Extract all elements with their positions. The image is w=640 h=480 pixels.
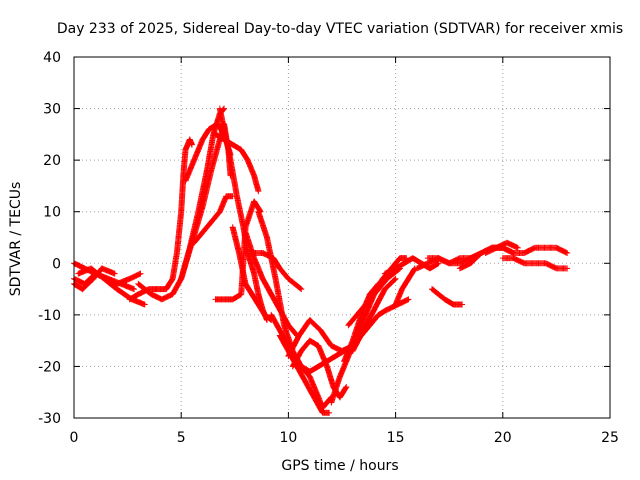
grid: [74, 57, 610, 418]
y-tick-label: 20: [43, 153, 61, 169]
series-track-24: [349, 275, 399, 354]
series-track-13: [229, 224, 275, 324]
x-tick-label: 5: [177, 430, 186, 446]
x-tick-label: 0: [70, 430, 79, 446]
chart-title: Day 233 of 2025, Sidereal Day-to-day VTE…: [57, 21, 623, 37]
y-tick-label: -30: [38, 411, 61, 427]
x-tick-label: 20: [494, 430, 512, 446]
y-axis-label: SDTVAR / TECUs: [8, 182, 24, 297]
series-markers: [349, 275, 399, 354]
data-layer: [71, 105, 571, 416]
series-markers: [229, 224, 275, 324]
series-markers: [429, 286, 466, 308]
y-tick-label: -20: [38, 359, 61, 375]
y-tick-label: 30: [43, 102, 61, 118]
axes: 0 5 10 15 20 25 -30 -20 -10 0 10 20 30 40: [38, 50, 619, 446]
series-track-10: [212, 131, 262, 195]
series-markers: [392, 265, 418, 308]
series-markers: [482, 239, 521, 256]
series-markers: [499, 255, 571, 272]
y-tick-label: 10: [43, 205, 61, 221]
x-tick-label: 25: [601, 430, 619, 446]
y-tick-label: 40: [43, 50, 61, 66]
y-tick-label: -10: [38, 308, 61, 324]
x-tick-label: 15: [387, 430, 405, 446]
y-tick-label: 0: [52, 256, 61, 272]
series-markers: [345, 265, 403, 329]
series-track-33: [499, 255, 571, 272]
series-markers: [75, 265, 148, 308]
series-track-05: [126, 136, 195, 303]
series-track-29: [429, 286, 466, 308]
series-track-03: [75, 265, 148, 308]
plot-area-border: [73, 56, 611, 419]
series-track-09: [191, 193, 236, 246]
x-axis-label: GPS time / hours: [281, 458, 398, 474]
series-track-34: [482, 239, 521, 256]
series-track-27: [392, 265, 418, 308]
series-markers: [126, 136, 195, 303]
series-markers: [212, 131, 262, 195]
series-track-25: [345, 265, 403, 329]
series-markers: [191, 193, 236, 246]
x-tick-label: 10: [279, 430, 297, 446]
